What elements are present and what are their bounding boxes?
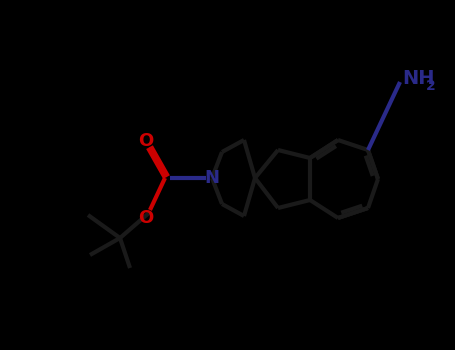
Text: 2: 2 <box>426 79 436 93</box>
Text: O: O <box>138 209 154 227</box>
Text: NH: NH <box>402 70 435 89</box>
Text: N: N <box>204 169 219 187</box>
Text: O: O <box>138 132 154 150</box>
